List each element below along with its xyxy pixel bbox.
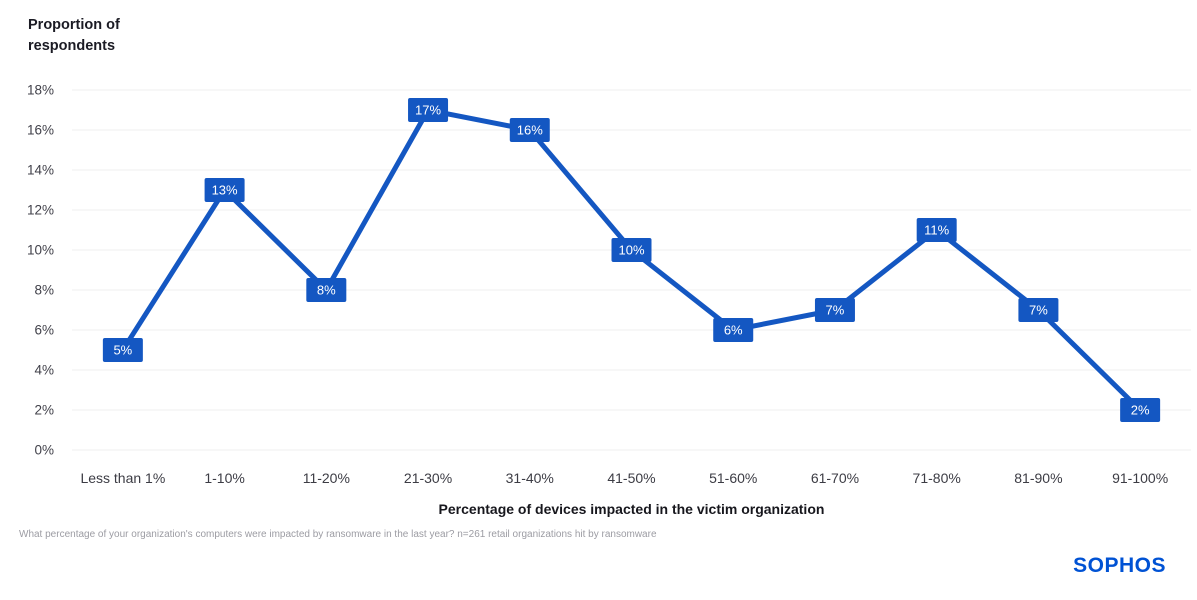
y-tick-label: 6% xyxy=(34,323,54,338)
data-label-box xyxy=(611,238,652,262)
data-label: 6% xyxy=(724,323,743,338)
data-label: 7% xyxy=(826,303,845,318)
x-tick-label: 21-30% xyxy=(404,470,452,486)
y-tick-label: 4% xyxy=(34,363,54,378)
y-tick-label: 12% xyxy=(27,203,54,218)
x-axis-title: Percentage of devices impacted in the vi… xyxy=(438,501,825,517)
data-label-box xyxy=(1120,398,1161,422)
y-tick-label: 10% xyxy=(27,243,54,258)
data-label: 11% xyxy=(924,223,949,238)
x-tick-label: 71-80% xyxy=(913,470,961,486)
y-tick-label: 8% xyxy=(34,283,54,298)
x-tick-label: 11-20% xyxy=(303,470,350,486)
survey-footnote: What percentage of your organization's c… xyxy=(19,529,657,540)
y-tick-label: 14% xyxy=(27,163,54,178)
data-label-box xyxy=(509,118,550,142)
x-tick-label: 41-50% xyxy=(607,470,655,486)
data-label: 10% xyxy=(618,243,644,258)
x-tick-label: 91-100% xyxy=(1112,470,1168,486)
x-tick-label: 61-70% xyxy=(811,470,859,486)
data-label-box xyxy=(814,298,855,322)
data-label: 2% xyxy=(1131,403,1150,418)
y-axis-title: Proportion of respondents xyxy=(28,17,120,55)
data-label-box xyxy=(204,178,245,202)
data-label: 5% xyxy=(113,343,132,358)
x-tick-label: Less than 1% xyxy=(80,470,165,486)
sophos-logo: SOPHOS xyxy=(1073,554,1166,577)
data-label: 7% xyxy=(1029,303,1048,318)
x-tick-label: 51-60% xyxy=(709,470,757,486)
y-tick-label: 18% xyxy=(27,83,54,98)
data-label-box xyxy=(1018,298,1059,322)
data-label-box xyxy=(102,338,143,362)
x-tick-label: 31-40% xyxy=(506,470,554,486)
data-label: 13% xyxy=(212,183,238,198)
data-label: 17% xyxy=(415,103,441,118)
y-tick-label: 16% xyxy=(27,123,54,138)
data-label: 8% xyxy=(317,283,336,298)
x-tick-label: 81-90% xyxy=(1014,470,1062,486)
x-tick-label: 1-10% xyxy=(204,470,244,486)
data-label-box xyxy=(408,98,449,122)
data-label-box xyxy=(916,218,957,242)
y-tick-label: 2% xyxy=(34,403,54,418)
data-label-box xyxy=(713,318,754,342)
y-tick-label: 0% xyxy=(34,443,54,458)
data-label-box xyxy=(306,278,347,302)
data-label: 16% xyxy=(517,123,543,138)
